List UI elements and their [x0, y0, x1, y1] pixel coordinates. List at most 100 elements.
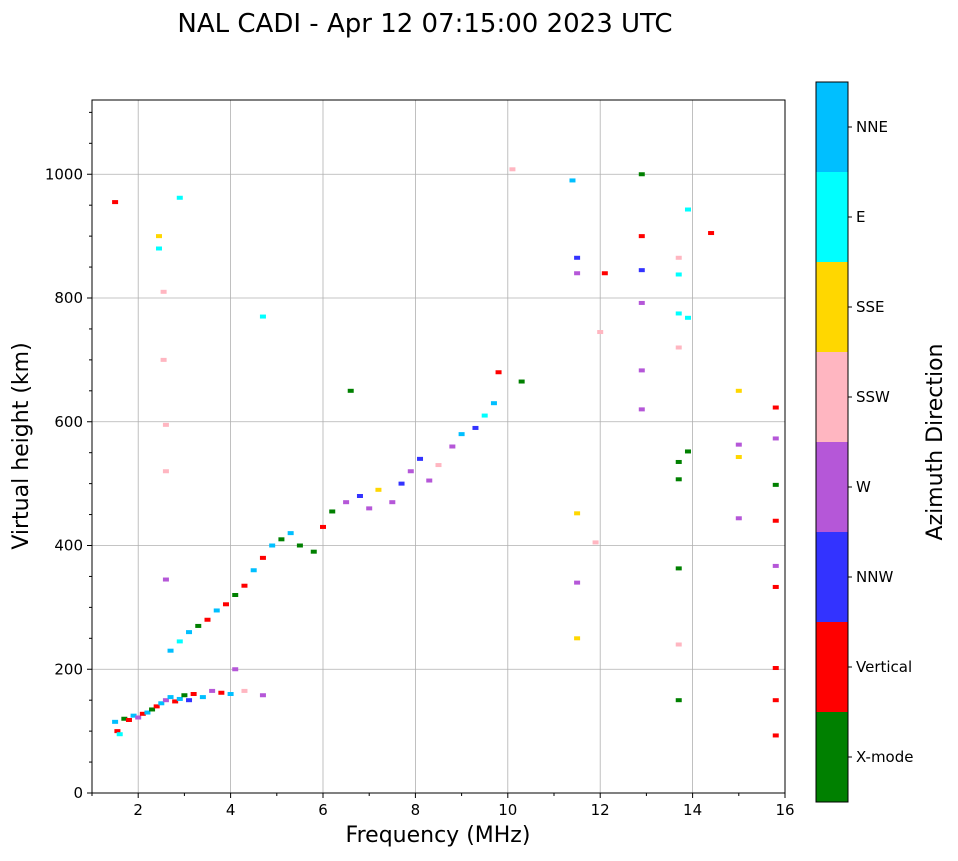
- data-point: [176, 195, 183, 200]
- data-point: [153, 704, 160, 709]
- colorbar-label: Azimuth Direction: [923, 343, 948, 540]
- data-point: [160, 289, 167, 294]
- data-point: [426, 478, 433, 483]
- y-tick-label: 0: [73, 784, 83, 802]
- x-tick-label: 4: [226, 801, 236, 819]
- data-point: [218, 690, 225, 695]
- data-point: [574, 271, 581, 276]
- colorbar-label-x-mode: X-mode: [856, 748, 913, 766]
- data-point: [675, 477, 682, 482]
- y-axis-label: Virtual height (km): [9, 342, 34, 549]
- x-tick-label: 8: [411, 801, 421, 819]
- y-tick-label: 800: [54, 289, 83, 307]
- data-point: [449, 444, 456, 449]
- data-point: [190, 692, 197, 696]
- data-point: [199, 695, 206, 700]
- data-point: [490, 401, 497, 406]
- data-point: [735, 442, 742, 447]
- data-point: [735, 516, 742, 521]
- data-point: [176, 639, 183, 644]
- data-point: [320, 524, 326, 529]
- data-point: [592, 540, 599, 545]
- data-point: [574, 580, 581, 585]
- data-point: [597, 330, 604, 335]
- y-axis-ticks: 0 200 400 600 800 1000: [45, 111, 92, 802]
- data-point: [574, 255, 581, 260]
- data-point: [176, 696, 183, 701]
- data-point: [310, 549, 317, 554]
- data-point: [772, 733, 779, 738]
- data-point: [638, 407, 645, 412]
- data-point: [162, 698, 169, 703]
- data-point: [509, 167, 516, 172]
- x-tick-label: 10: [498, 801, 517, 819]
- data-point: [772, 518, 779, 523]
- data-point: [708, 231, 715, 236]
- data-point: [114, 729, 121, 734]
- grid: [92, 100, 786, 794]
- colorbar-label-vertical: Vertical: [856, 658, 912, 676]
- data-point: [435, 463, 442, 468]
- chart-title: NAL CADI - Apr 12 07:15:00 2023 UTC: [177, 9, 672, 39]
- data-point: [125, 717, 132, 722]
- data-point: [638, 368, 645, 373]
- data-point: [329, 509, 336, 514]
- data-point: [772, 584, 779, 589]
- data-point: [162, 422, 169, 427]
- data-point: [375, 487, 382, 492]
- plot-area: 2 4 6 8 10 12 14 16 0 200 400 600 800 1000: [45, 99, 795, 819]
- y-tick-label: 200: [54, 660, 83, 678]
- data-point: [296, 543, 303, 548]
- plot-frame: [91, 99, 786, 794]
- x-tick-label: 6: [318, 801, 328, 819]
- data-point: [139, 711, 146, 716]
- data-point: [638, 300, 645, 305]
- x-axis-label: Frequency (MHz): [346, 823, 531, 848]
- data-point: [675, 311, 682, 316]
- data-point: [574, 636, 581, 641]
- colorbar-swatch: [816, 262, 848, 352]
- data-point: [518, 379, 525, 384]
- data-point: [186, 698, 193, 703]
- data-point: [772, 482, 779, 487]
- data-point: [398, 481, 405, 486]
- colorbar-swatch: [816, 622, 848, 712]
- colorbar-frame: [815, 81, 849, 803]
- data-point: [162, 577, 169, 582]
- data-point: [162, 469, 169, 474]
- data-point: [232, 593, 239, 597]
- colorbar-swatch: [816, 442, 848, 532]
- data-point: [155, 234, 162, 239]
- colorbar-label-w: W: [856, 478, 871, 496]
- colorbar-swatch: [816, 172, 848, 262]
- data-point: [772, 698, 779, 703]
- data-point: [112, 719, 119, 724]
- data-point: [389, 500, 396, 505]
- data-point: [675, 566, 682, 571]
- data-point: [407, 469, 414, 474]
- x-tick-label: 2: [133, 801, 143, 819]
- data-point: [121, 716, 128, 721]
- data-point: [116, 732, 123, 737]
- data-point: [227, 692, 234, 696]
- data-point: [287, 531, 294, 536]
- data-point: [144, 710, 151, 715]
- colorbar-label-e: E: [856, 208, 865, 226]
- data-point: [241, 688, 248, 693]
- data-point: [638, 268, 645, 273]
- x-tick-label: 16: [775, 801, 794, 819]
- data-point: [356, 494, 363, 498]
- data-point: [675, 459, 682, 464]
- data-point: [772, 666, 779, 671]
- data-point: [569, 178, 576, 183]
- data-point: [160, 357, 167, 362]
- data-point: [149, 707, 156, 712]
- data-point: [366, 506, 373, 511]
- data-point: [172, 699, 179, 704]
- data-point: [158, 701, 165, 706]
- data-point: [204, 617, 211, 622]
- colorbar-label-nnw: NNW: [856, 568, 893, 586]
- colorbar-swatch: [816, 352, 848, 442]
- data-point: [735, 455, 742, 460]
